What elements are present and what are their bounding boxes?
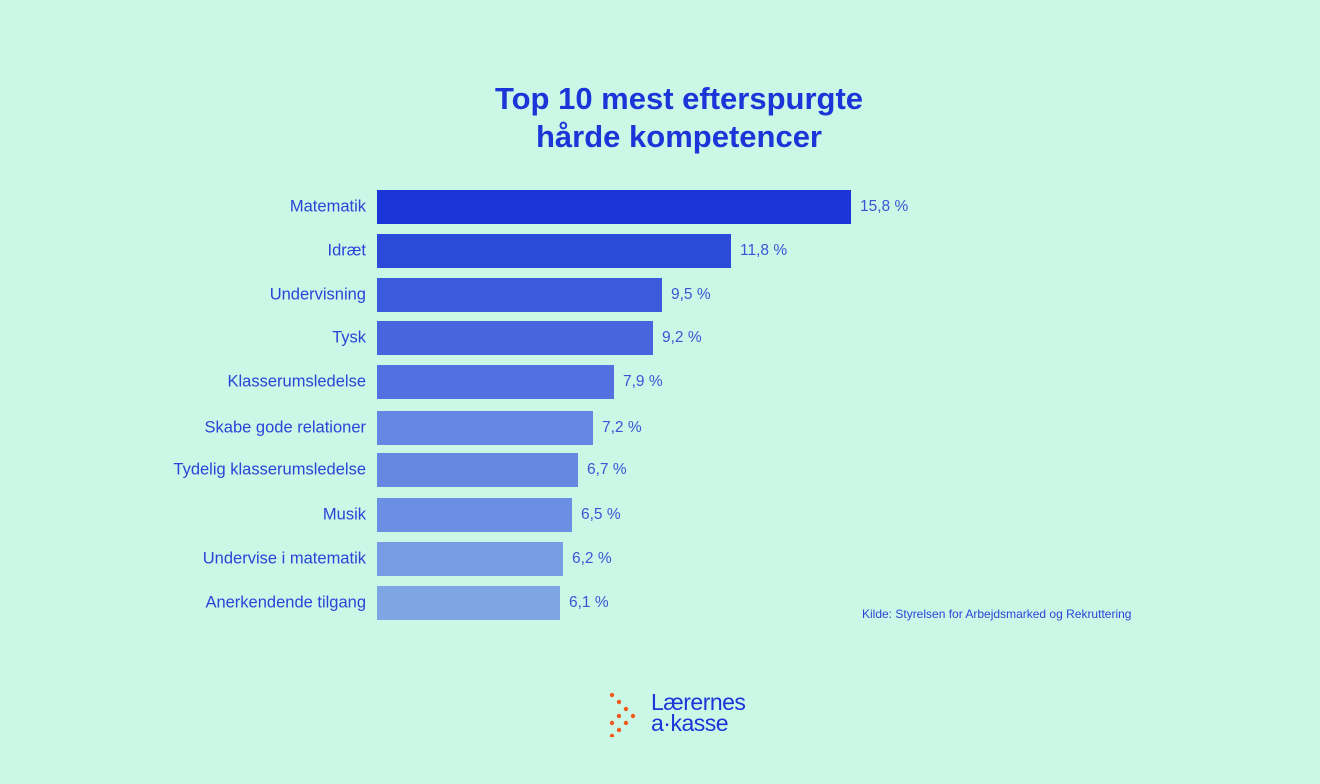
- bar: [377, 190, 851, 224]
- logo-dot: [616, 727, 622, 733]
- bar: [377, 321, 653, 355]
- category-label: Undervisning: [269, 285, 366, 304]
- logo-dots-icon: [609, 693, 636, 737]
- logo-line-2: a·kasse: [651, 710, 729, 736]
- category-label: Musik: [322, 505, 366, 524]
- source-note: Kilde: Styrelsen for Arbejdsmarked og Re…: [862, 607, 1132, 621]
- chart-title: Top 10 mest efterspurgte hårde kompetenc…: [0, 80, 1320, 156]
- logo: Lærernes a·kasse: [651, 689, 746, 736]
- category-label: Tydelig klasserumsledelse: [173, 460, 366, 479]
- bar: [377, 234, 731, 268]
- bar: [377, 498, 572, 532]
- value-label: 6,7 %: [587, 461, 627, 478]
- logo-dot: [630, 713, 636, 719]
- logo-dot: [609, 693, 615, 698]
- category-label: Klasserumsledelse: [227, 372, 366, 391]
- value-label: 9,5 %: [671, 286, 711, 303]
- value-label: 15,8 %: [860, 198, 909, 215]
- title-line-2: hårde kompetencer: [536, 119, 822, 154]
- bar: [377, 542, 563, 576]
- category-label: Anerkendende tilgang: [205, 593, 366, 612]
- value-label: 7,9 %: [623, 373, 663, 390]
- bar: [377, 411, 593, 445]
- category-label: Tysk: [332, 328, 366, 347]
- logo-dot: [623, 706, 629, 712]
- value-label: 6,1 %: [569, 594, 609, 611]
- bar: [377, 453, 578, 487]
- value-label: 7,2 %: [602, 419, 642, 436]
- logo-dot: [616, 699, 622, 705]
- value-label: 6,5 %: [581, 506, 621, 523]
- value-label: 11,8 %: [740, 242, 788, 259]
- bar: [377, 586, 560, 620]
- bar: [377, 278, 662, 312]
- value-label: 6,2 %: [572, 550, 612, 567]
- category-label: Skabe gode relationer: [204, 418, 366, 437]
- category-label: Matematik: [289, 197, 366, 216]
- logo-dot: [609, 733, 615, 737]
- logo-dot: [616, 713, 622, 719]
- logo-dot: [609, 720, 615, 726]
- logo-dot: [623, 720, 629, 726]
- value-label: 9,2 %: [662, 329, 702, 346]
- bar: [377, 365, 614, 399]
- title-line-1: Top 10 mest efterspurgte: [494, 81, 864, 116]
- category-label: Undervise i matematik: [202, 549, 366, 568]
- logo-line-1: Lærernes: [651, 689, 746, 715]
- category-label: Idræt: [327, 241, 366, 260]
